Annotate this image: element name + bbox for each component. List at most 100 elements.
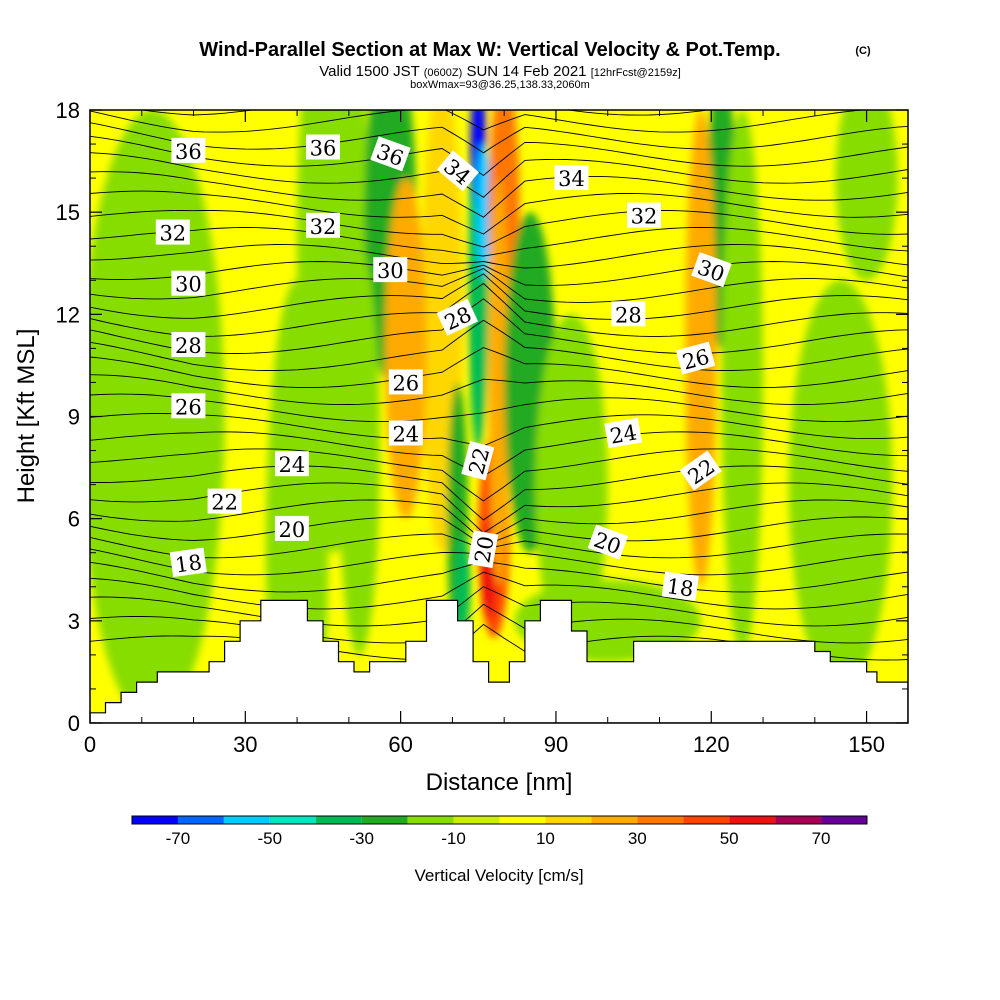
colorbar-swatch [591,816,638,824]
contour-label-text: 28 [175,334,202,358]
contour-label: 36 [306,134,340,161]
contour-label: 32 [627,202,661,229]
theta-contour [90,152,908,198]
x-ticks: 0 30 60 90 120 150 [84,110,885,757]
y-tick-label: 9 [68,405,80,430]
y-tick-label: 6 [68,507,80,532]
theta-contour [90,560,908,593]
y-tick-label: 12 [56,302,80,327]
colorbar-label: Vertical Velocity [cm/s] [414,866,583,885]
theta-contour [90,393,908,423]
theta-contour [90,603,908,644]
contour-label-text: 18 [174,550,204,577]
forecast-info: [12hrFcst@2159z] [591,67,681,79]
colorbar-swatch [775,816,822,824]
contour-label: 28 [611,301,646,327]
theta-contour [90,465,908,521]
contour-label-text: 24 [392,423,419,447]
contour-label: 30 [171,270,206,297]
plot-area [90,110,908,723]
contour-label: 24 [604,417,643,449]
theta-contour [90,347,908,389]
contour-label-text: 30 [377,259,404,283]
contour-label: 24 [388,420,423,447]
colorbar-swatch [499,816,546,824]
colorbar-tick-label: 10 [536,829,555,848]
contour-label-text: 18 [665,574,695,601]
contour-label-text: 26 [392,371,419,395]
contour-label: 24 [274,451,309,477]
colorbar-tick-label: 50 [720,829,739,848]
colorbar-swatch [637,816,684,824]
contour-label: 18 [169,547,207,578]
colorbar-swatch [223,816,270,824]
valid-line: Valid 1500 JST (0600Z) SUN 14 Feb 2021 [… [319,63,681,80]
valid-utc: (0600Z) [424,67,463,79]
colorbar: -70 -50 -30 -10 10 30 50 70 [131,815,868,848]
valid-prefix: Valid 1500 JST [319,63,419,80]
colorbar-swatch [269,816,316,824]
contour-label-text: 32 [310,215,337,239]
velocity-cell [488,178,510,587]
contour-label: 36 [171,137,206,164]
theta-contour [90,244,908,269]
contour-label-text: 20 [279,518,306,542]
theta-contour [90,110,869,133]
colorbar-swatch [177,816,224,824]
theta-contour [139,110,711,116]
contour-label: 18 [661,571,699,602]
theta-contour [90,374,908,406]
colorbar-tick-label: 30 [628,829,647,848]
valid-date: SUN 14 Feb 2021 [466,63,586,80]
contour-label: 32 [155,219,190,246]
colorbar-tick-label: -10 [441,829,466,848]
copyright-mark: (C) [855,45,871,57]
contour-label-text: 36 [175,140,202,164]
theta-contour [90,431,908,477]
x-tick-label: 0 [84,732,96,757]
theta-contour [90,298,908,354]
colorbar-swatch [729,816,776,824]
contour-label-text: 20 [470,534,498,564]
velocity-cell [338,246,380,655]
theta-contour [90,261,908,286]
theta-contour [90,171,908,218]
terrain [90,599,908,723]
theta-contour [90,448,908,502]
theta-contour [90,586,908,627]
contour-label-text: 30 [175,273,202,297]
colorbar-swatch [821,816,867,824]
y-tick-label: 0 [68,711,80,736]
colorbar-swatch [683,816,730,824]
theta-contour [90,319,908,371]
colorbar-swatch [453,816,500,824]
theta-contour [90,413,908,447]
colorbar-swatch [407,816,454,824]
colorbar-tick-label: -70 [166,829,191,848]
contour-label-text: 22 [211,491,238,515]
contour-label: 26 [388,369,423,395]
colorbar-swatch [132,816,178,824]
theta-contour [90,548,908,576]
theta-contour [90,516,908,547]
contour-label-text: 24 [608,420,638,448]
theta-contour [90,533,908,559]
theta-contour [90,122,908,154]
theta-contour [90,267,908,303]
velocity-cell [454,535,471,638]
theta-contour [90,499,908,542]
theta-contour [90,273,908,320]
contour-label-text: 24 [279,453,306,477]
colorbar-swatch [545,816,592,824]
contour-label: 30 [373,257,408,283]
theta-contour [90,210,908,248]
theta-contour [90,227,908,257]
contour-label-text: 32 [631,205,658,229]
contour-label-text: 34 [558,167,585,191]
colorbar-tick-label: 70 [812,829,831,848]
theta-contours [90,110,908,661]
contour-label-text: 28 [615,303,642,327]
contour-label: 32 [306,212,340,239]
y-tick-label: 18 [56,98,80,123]
